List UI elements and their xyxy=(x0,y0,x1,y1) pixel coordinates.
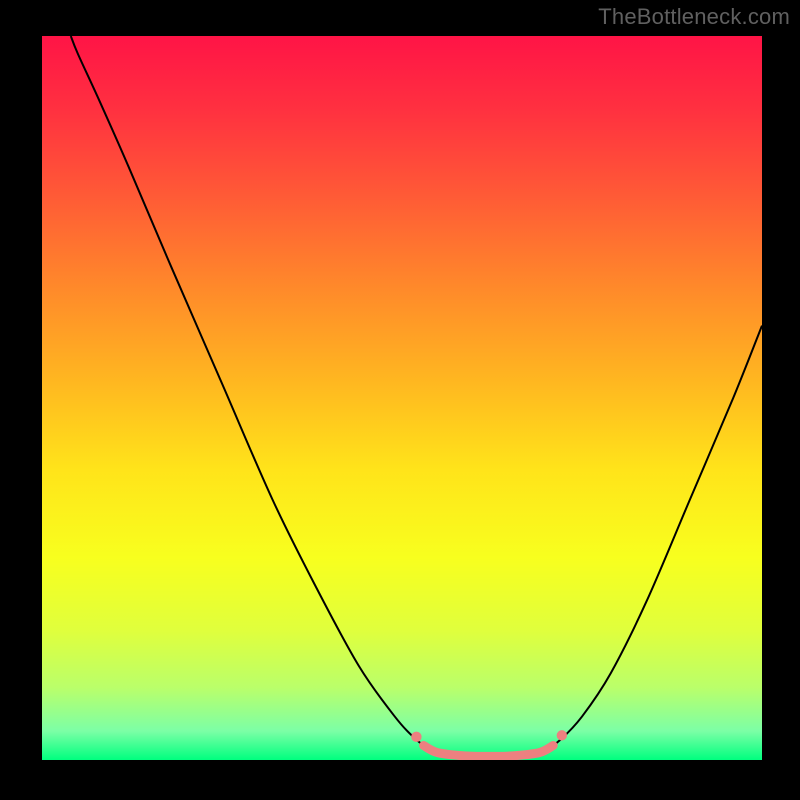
optimal-range-dot xyxy=(557,730,567,740)
chart-root: TheBottleneck.com xyxy=(0,0,800,800)
gradient-background xyxy=(42,36,762,760)
optimal-range-dot xyxy=(411,732,421,742)
watermark-text: TheBottleneck.com xyxy=(598,4,790,30)
plot-svg xyxy=(42,36,762,760)
plot-area xyxy=(42,36,762,760)
